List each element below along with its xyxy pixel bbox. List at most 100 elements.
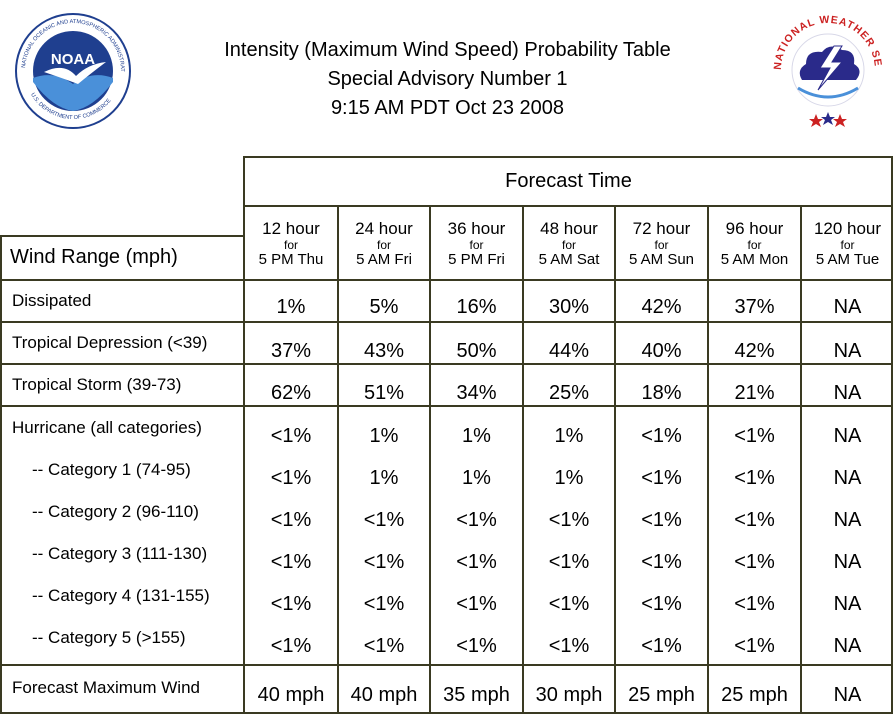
divider bbox=[0, 405, 893, 407]
table-cell: NA bbox=[833, 635, 862, 657]
column-for: for bbox=[283, 238, 298, 252]
table-cell: <1% bbox=[734, 635, 775, 657]
column-for: for bbox=[840, 238, 855, 252]
table-cell: <1% bbox=[363, 593, 405, 615]
table-cell: <1% bbox=[456, 593, 497, 615]
table-cell: 25% bbox=[548, 382, 590, 404]
noaa-text: NOAA bbox=[51, 51, 95, 68]
column-for: for bbox=[376, 238, 391, 252]
wind-range-header: Wind Range (mph) bbox=[10, 246, 178, 268]
title-line-1: Intensity (Maximum Wind Speed) Probabili… bbox=[224, 39, 671, 61]
table-cell: 18% bbox=[641, 382, 682, 404]
table-cell: <1% bbox=[270, 509, 312, 531]
table-cell: <1% bbox=[363, 635, 405, 657]
divider bbox=[0, 279, 893, 281]
column-for: for bbox=[654, 238, 669, 252]
table-cell: 43% bbox=[363, 340, 405, 362]
divider bbox=[429, 205, 431, 714]
table-cell: <1% bbox=[270, 467, 312, 489]
row-label: -- Category 4 (131-155) bbox=[32, 586, 210, 605]
wind-range-frame bbox=[0, 235, 245, 714]
row-label: -- Category 3 (111-130) bbox=[32, 544, 208, 563]
column-when: 5 PM Thu bbox=[258, 251, 324, 268]
title-line-3: 9:15 AM PDT Oct 23 2008 bbox=[330, 97, 565, 119]
table-cell: <1% bbox=[363, 509, 405, 531]
table-cell: 5% bbox=[369, 296, 399, 318]
table-cell: <1% bbox=[641, 635, 682, 657]
nws-logo-icon: NATIONAL WEATHER SERVICE bbox=[768, 1, 884, 128]
column-hours: 12 hour bbox=[262, 219, 320, 238]
divider bbox=[707, 205, 709, 714]
table-cell: 40% bbox=[641, 340, 682, 362]
table-cell: <1% bbox=[548, 635, 590, 657]
column-header-36h: 36 hour for 5 PM Fri bbox=[431, 218, 522, 269]
forecast-time-header: Forecast Time bbox=[505, 170, 632, 192]
table-cell: <1% bbox=[641, 551, 682, 573]
noaa-logo-icon: NOAA NATIONAL OCEANIC AND ATMOSPHERIC AD… bbox=[12, 8, 132, 130]
table-cell: <1% bbox=[456, 509, 497, 531]
table-cell: 25 mph bbox=[721, 684, 788, 706]
table-cell: 34% bbox=[456, 382, 497, 404]
row-label: -- Category 2 (96-110) bbox=[32, 502, 199, 521]
table-cell: <1% bbox=[363, 551, 405, 573]
table-cell: NA bbox=[833, 467, 862, 489]
table-cell: 40 mph bbox=[257, 684, 325, 706]
table-cell: 1% bbox=[554, 467, 584, 489]
table-cell: <1% bbox=[270, 593, 312, 615]
table-cell: <1% bbox=[270, 425, 312, 447]
column-hours: 96 hour bbox=[725, 219, 784, 238]
table-cell: <1% bbox=[641, 509, 682, 531]
column-when: 5 AM Fri bbox=[356, 251, 412, 268]
column-hours: 48 hour bbox=[540, 219, 598, 238]
table-cell: <1% bbox=[641, 425, 682, 447]
table-cell: 1% bbox=[369, 467, 399, 489]
row-label: -- Category 1 (74-95) bbox=[32, 460, 191, 479]
table-cell: NA bbox=[833, 425, 862, 447]
table-cell: NA bbox=[833, 340, 862, 362]
column-when: 5 AM Mon bbox=[720, 251, 789, 268]
table-cell: <1% bbox=[548, 551, 590, 573]
table-cell: 51% bbox=[363, 382, 405, 404]
table-cell: 37% bbox=[270, 340, 312, 362]
table-cell: 1% bbox=[276, 296, 306, 318]
table-cell: 42% bbox=[734, 340, 775, 362]
table-cell: <1% bbox=[641, 467, 682, 489]
table-cell: NA bbox=[833, 509, 862, 531]
table-cell: 25 mph bbox=[628, 684, 695, 706]
column-for: for bbox=[747, 238, 762, 252]
table-cell: 42% bbox=[641, 296, 682, 318]
table-cell: <1% bbox=[734, 467, 775, 489]
column-header-72h: 72 hour for 5 AM Sun bbox=[616, 218, 707, 269]
column-when: 5 AM Sat bbox=[538, 251, 600, 268]
row-label: Tropical Depression (<39) bbox=[12, 333, 208, 352]
divider bbox=[243, 205, 893, 207]
table-cell: 37% bbox=[734, 296, 775, 318]
divider bbox=[800, 205, 802, 714]
table-cell: NA bbox=[833, 593, 862, 615]
table-cell: 35 mph bbox=[443, 684, 510, 706]
table-cell: <1% bbox=[456, 551, 497, 573]
column-hours: 72 hour bbox=[632, 219, 691, 238]
table-cell: <1% bbox=[456, 635, 497, 657]
column-hours: 24 hour bbox=[355, 219, 413, 238]
column-header-24h: 24 hour for 5 AM Fri bbox=[339, 218, 429, 269]
table-cell: <1% bbox=[734, 425, 775, 447]
divider bbox=[0, 664, 893, 666]
column-header-12h: 12 hour for 5 PM Thu bbox=[245, 218, 337, 269]
column-for: for bbox=[561, 238, 576, 252]
column-hours: 120 hour bbox=[813, 219, 882, 238]
table-cell: 40 mph bbox=[350, 684, 418, 706]
divider bbox=[337, 205, 339, 714]
column-for: for bbox=[469, 238, 484, 252]
divider bbox=[522, 205, 524, 714]
table-cell: 50% bbox=[456, 340, 497, 362]
divider bbox=[0, 363, 893, 365]
table-cell: 1% bbox=[369, 425, 399, 447]
table-cell: 16% bbox=[456, 296, 497, 318]
table-cell: 30 mph bbox=[535, 684, 603, 706]
table-cell: 44% bbox=[548, 340, 590, 362]
row-label: -- Category 5 (>155) bbox=[32, 628, 186, 647]
column-when: 5 AM Sun bbox=[628, 251, 695, 268]
divider bbox=[614, 205, 616, 714]
page-title: Intensity (Maximum Wind Speed) Probabili… bbox=[150, 36, 745, 123]
